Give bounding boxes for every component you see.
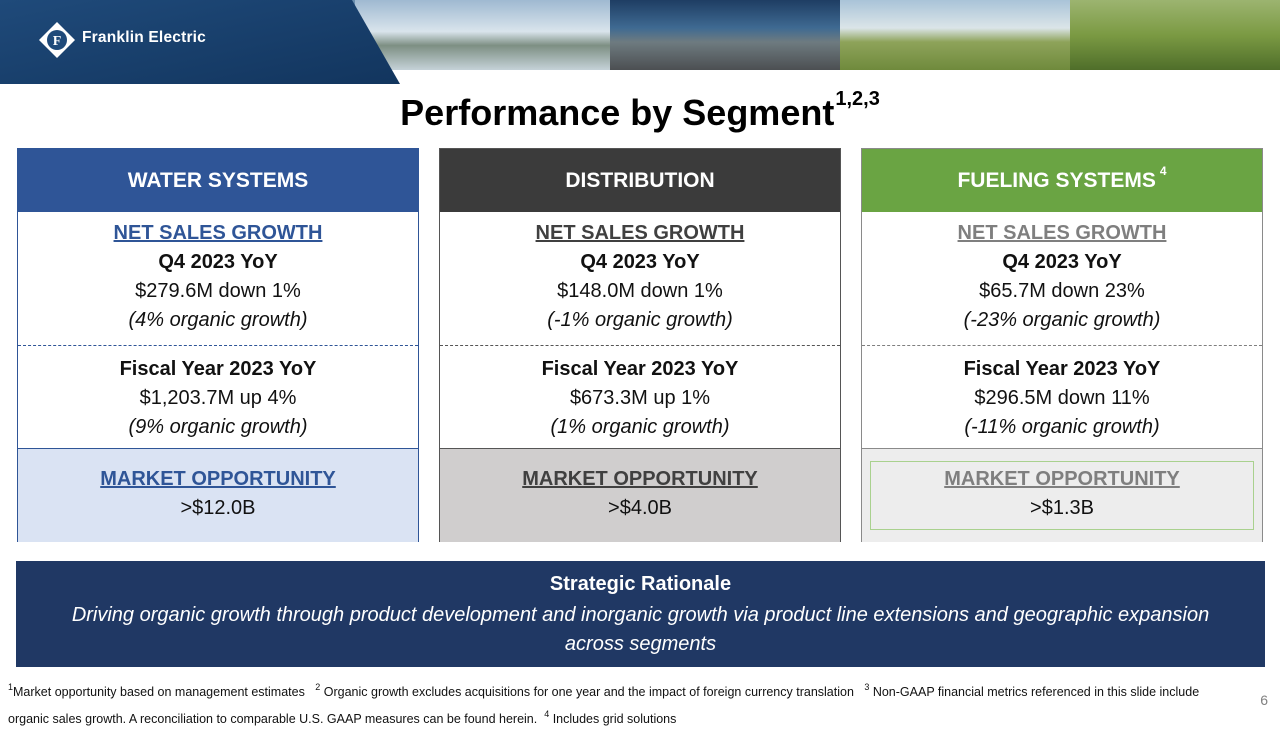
market-opportunity-title: MARKET OPPORTUNITY <box>944 468 1180 490</box>
footnote-1-mark: 1 <box>8 682 14 692</box>
net-sales-growth-title: NET SALES GROWTH <box>113 222 323 244</box>
segment-header: WATER SYSTEMS <box>18 149 418 212</box>
footnote-2-text: Organic growth excludes acquisitions for… <box>323 685 854 700</box>
market-opportunity-value: >$12.0B <box>180 497 256 519</box>
market-opportunity-frame <box>870 461 1254 530</box>
strategic-rationale-box: Strategic Rationale Driving organic grow… <box>16 561 1265 667</box>
q4-growth-block: NET SALES GROWTH Q4 2023 YoY $65.7M down… <box>862 219 1262 335</box>
footnotes: 1Market opportunity based on management … <box>8 677 1238 731</box>
market-opportunity-box: MARKET OPPORTUNITY >$1.3B <box>862 448 1262 542</box>
brand-name: Franklin Electric <box>82 29 207 46</box>
sprinkler-photo <box>1070 0 1280 70</box>
page-title-text: Performance by Segment <box>400 92 835 133</box>
segment-card-distribution: DISTRIBUTION NET SALES GROWTH Q4 2023 Yo… <box>439 148 841 542</box>
banner-photo-strip <box>0 0 1280 84</box>
segment-card-fueling-systems: FUELING SYSTEMS 4 NET SALES GROWTH Q4 202… <box>861 148 1263 542</box>
q4-value: $279.6M down 1% <box>135 280 301 302</box>
footnote-4-mark: 4 <box>544 709 550 720</box>
fy-period: Fiscal Year 2023 YoY <box>541 358 739 380</box>
footnote-4-text: Includes grid solutions <box>552 712 677 727</box>
market-opportunity-value: >$4.0B <box>608 497 672 519</box>
q4-growth-block: NET SALES GROWTH Q4 2023 YoY $279.6M dow… <box>18 219 418 335</box>
footnote-3-mark: 3 <box>864 682 870 692</box>
market-opportunity-value: >$1.3B <box>1030 497 1094 519</box>
dashed-divider <box>440 345 840 346</box>
page-number: 6 <box>1260 692 1268 708</box>
market-opportunity-title: MARKET OPPORTUNITY <box>100 468 336 490</box>
segment-name: DISTRIBUTION <box>565 168 715 192</box>
segment-footnote-ref: 4 <box>1159 163 1167 178</box>
segment-name: WATER SYSTEMS <box>127 168 309 192</box>
irrigation-field-photo <box>840 0 1070 70</box>
market-opportunity-box: MARKET OPPORTUNITY >$12.0B <box>18 448 418 542</box>
fuel-station-photo <box>610 0 840 70</box>
fy-growth-block: Fiscal Year 2023 YoY $1,203.7M up 4% (9%… <box>18 355 418 442</box>
fy-value: $296.5M down 11% <box>974 387 1150 409</box>
segment-name: FUELING SYSTEMS <box>957 168 1156 192</box>
segment-header: FUELING SYSTEMS 4 <box>862 149 1262 212</box>
fy-value: $1,203.7M up 4% <box>139 387 297 409</box>
water-treatment-photo <box>355 0 610 70</box>
fy-period: Fiscal Year 2023 YoY <box>119 358 317 380</box>
page-title: Performance by Segment1,2,3 <box>0 88 1280 134</box>
q4-growth-block: NET SALES GROWTH Q4 2023 YoY $148.0M dow… <box>440 219 840 335</box>
svg-text:F: F <box>53 34 62 49</box>
q4-period: Q4 2023 YoY <box>158 251 278 273</box>
strategic-rationale-text: Driving organic growth through product d… <box>71 604 1210 655</box>
q4-organic: (-23% organic growth) <box>963 309 1161 331</box>
net-sales-growth-title: NET SALES GROWTH <box>957 222 1167 244</box>
fy-value: $673.3M up 1% <box>569 387 711 409</box>
logo-panel-shape <box>0 0 400 84</box>
fy-growth-block: Fiscal Year 2023 YoY $296.5M down 11% (-… <box>862 355 1262 442</box>
segment-header: DISTRIBUTION <box>440 149 840 212</box>
q4-organic: (-1% organic growth) <box>547 309 733 331</box>
fy-organic: (9% organic growth) <box>128 416 308 438</box>
q4-value: $65.7M down 23% <box>979 280 1145 302</box>
fy-growth-block: Fiscal Year 2023 YoY $673.3M up 1% (1% o… <box>440 355 840 442</box>
franklin-electric-logo-icon: F <box>38 21 76 59</box>
q4-period: Q4 2023 YoY <box>580 251 700 273</box>
segment-card-water-systems: WATER SYSTEMS NET SALES GROWTH Q4 2023 Y… <box>17 148 419 542</box>
strategic-rationale-title: Strategic Rationale <box>549 573 732 595</box>
logo-panel: F Franklin Electric <box>0 0 400 84</box>
q4-value: $148.0M down 1% <box>557 280 723 302</box>
fy-period: Fiscal Year 2023 YoY <box>963 358 1161 380</box>
header-banner: F Franklin Electric <box>0 0 1280 84</box>
dashed-divider <box>862 345 1262 346</box>
fy-organic: (1% organic growth) <box>550 416 730 438</box>
net-sales-growth-title: NET SALES GROWTH <box>535 222 745 244</box>
market-opportunity-box: MARKET OPPORTUNITY >$4.0B <box>440 448 840 542</box>
dashed-divider <box>18 345 418 346</box>
market-opportunity-title: MARKET OPPORTUNITY <box>522 468 758 490</box>
q4-period: Q4 2023 YoY <box>1002 251 1122 273</box>
footnote-1-text: Market opportunity based on management e… <box>13 685 305 700</box>
title-footnote-refs: 1,2,3 <box>835 88 880 110</box>
q4-organic: (4% organic growth) <box>128 309 308 331</box>
fy-organic: (-11% organic growth) <box>964 416 1160 438</box>
footnote-2-mark: 2 <box>315 682 321 692</box>
